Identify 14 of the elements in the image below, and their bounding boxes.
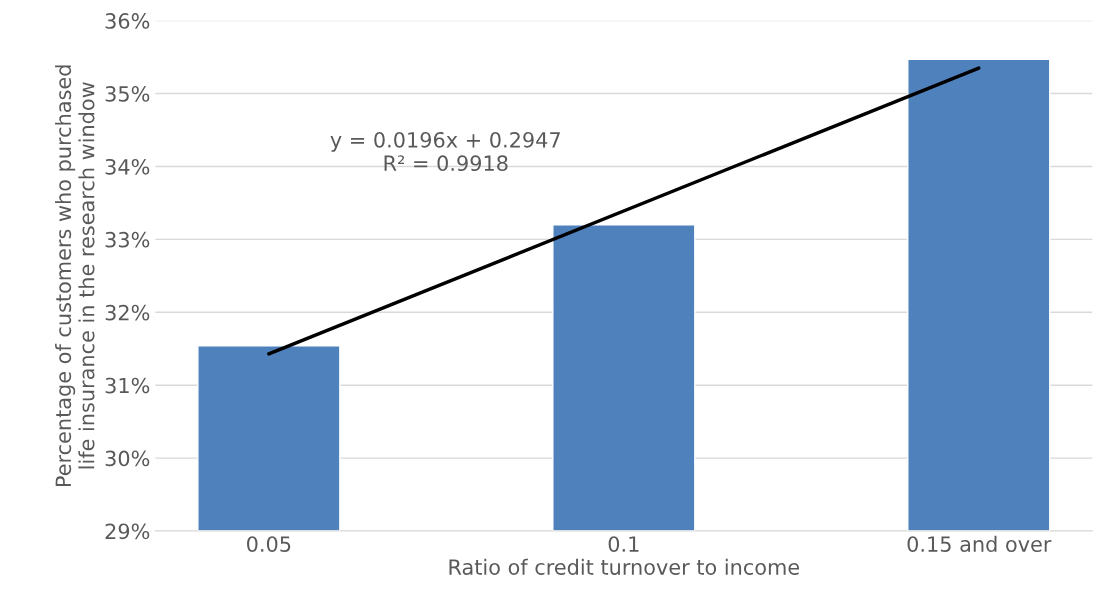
x-tick-label: 0.05	[247, 536, 291, 552]
x-axis-title: Ratio of credit turnover to income	[449, 558, 800, 575]
y-tick-label: 29%	[105, 523, 150, 540]
annotation: y = 0.0196x + 0.2947 R² = 0.9918	[330, 131, 560, 172]
x-tick-label: 0.15 and over	[907, 535, 1052, 552]
y-tick-label: 34%	[105, 158, 150, 175]
y-tick-label: 36%	[105, 13, 150, 29]
y-tick-label: 30%	[105, 450, 150, 467]
y-tick-label: 32%	[105, 304, 150, 321]
y-tick-label: 35%	[105, 86, 150, 102]
y-tick-label: 33%	[105, 231, 150, 248]
y-tick-label: 31%	[105, 377, 150, 394]
x-tick-label: 0.1	[608, 536, 639, 552]
y-axis-title: Percentage of customers who purchased life insurance in the research window	[55, 65, 95, 487]
